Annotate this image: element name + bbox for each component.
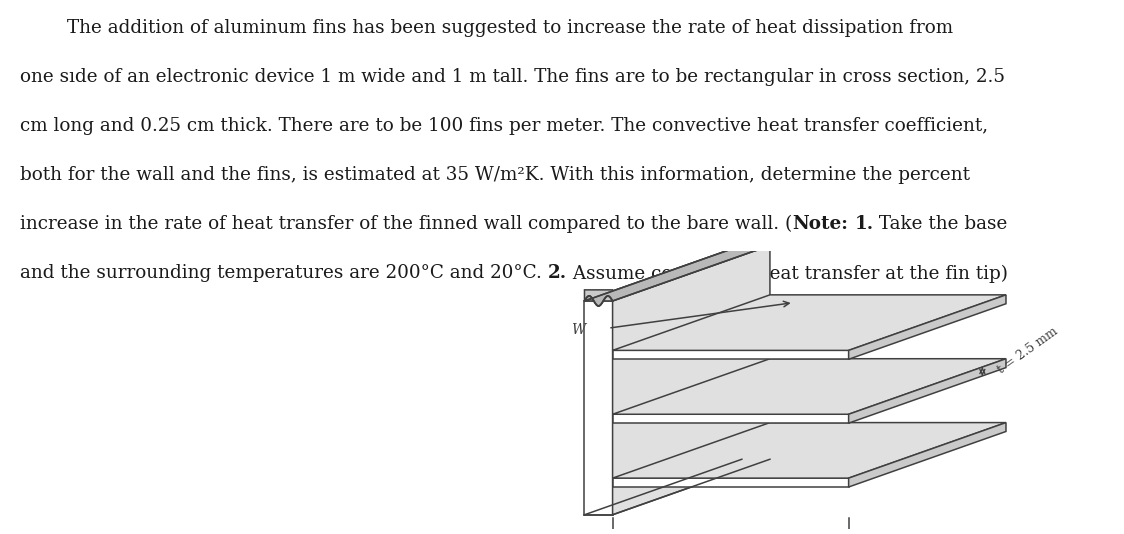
Polygon shape bbox=[849, 422, 1006, 487]
Text: Assume convection heat transfer at the fin tip): Assume convection heat transfer at the f… bbox=[568, 264, 1008, 282]
Text: one sıde of an electronic device 1 m wide and 1 m tall. The fins are to be recta: one sıde of an electronic device 1 m wid… bbox=[20, 68, 1005, 86]
Polygon shape bbox=[613, 414, 849, 423]
Text: The addition of aluminum fins has been suggested to increase the rate of heat di: The addition of aluminum fins has been s… bbox=[20, 19, 953, 37]
Polygon shape bbox=[584, 290, 613, 306]
Text: W: W bbox=[571, 323, 586, 336]
Polygon shape bbox=[584, 240, 770, 306]
Text: increase in the rate of heat transfer of the finned wall compared to the bare wa: increase in the rate of heat transfer of… bbox=[20, 215, 792, 233]
Polygon shape bbox=[584, 301, 613, 515]
Text: both for the wall and the fins, is estimated at 35 W/m²K. With this information,: both for the wall and the fins, is estim… bbox=[20, 166, 970, 184]
Polygon shape bbox=[613, 478, 849, 487]
Text: Take the base: Take the base bbox=[873, 215, 1008, 233]
Text: and the surrounding temperatures are 200°C and 20°C.: and the surrounding temperatures are 200… bbox=[20, 264, 549, 282]
Polygon shape bbox=[584, 246, 770, 301]
Text: 2.: 2. bbox=[549, 264, 568, 282]
Polygon shape bbox=[613, 422, 1006, 478]
Text: cm long and 0.25 cm thick. There are to be 100 fins per meter. The convective he: cm long and 0.25 cm thick. There are to … bbox=[20, 117, 988, 135]
Polygon shape bbox=[613, 350, 849, 359]
Text: Note:: Note: bbox=[792, 215, 849, 233]
Polygon shape bbox=[613, 246, 770, 515]
Polygon shape bbox=[849, 295, 1006, 359]
Text: t = 2.5 mm: t = 2.5 mm bbox=[996, 325, 1061, 377]
Polygon shape bbox=[613, 295, 1006, 350]
Polygon shape bbox=[613, 359, 1006, 414]
Text: 1.: 1. bbox=[854, 215, 873, 233]
Polygon shape bbox=[849, 359, 1006, 423]
